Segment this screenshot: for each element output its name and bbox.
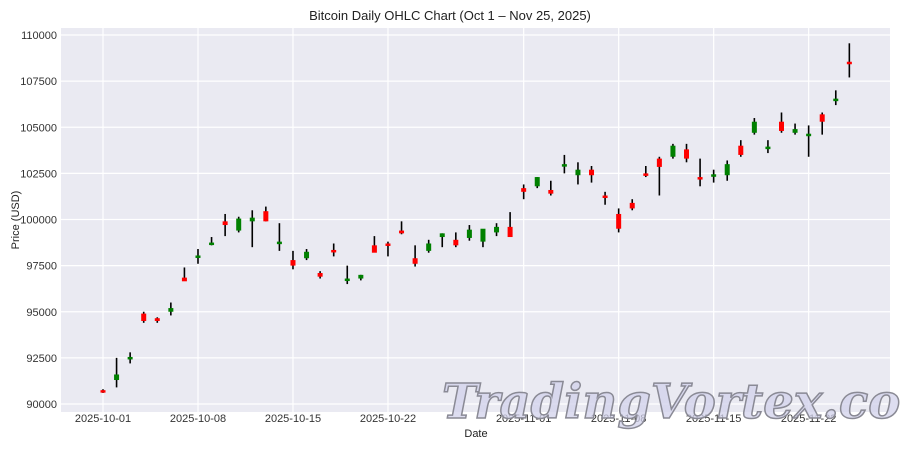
ohlc-bar <box>684 143 690 163</box>
ohlc-bar <box>629 199 635 211</box>
ohlc-bar <box>575 162 581 185</box>
ohlc-bar <box>534 177 540 189</box>
ohlc-bar <box>819 112 825 135</box>
y-tick-label: 105000 <box>20 122 57 134</box>
y-tick-label: 92500 <box>26 353 57 365</box>
ohlc-bar <box>548 180 554 196</box>
ohlc-bar <box>304 249 310 261</box>
x-tick-label: 2025-11-01 <box>496 413 551 425</box>
y-tick-label: 100000 <box>20 215 57 227</box>
ohlc-bar <box>181 267 187 282</box>
ohlc-bar <box>806 125 812 157</box>
ohlc-bar <box>507 212 513 238</box>
ohlc-bar <box>168 302 174 316</box>
ohlc-bar <box>290 250 296 270</box>
ohlc-bar <box>670 143 676 159</box>
ohlc-bar <box>371 236 377 253</box>
ohlc-bar <box>779 112 784 133</box>
ohlc-bar <box>846 43 852 78</box>
ohlc-bar <box>738 140 744 157</box>
ohlc-bar <box>114 357 120 388</box>
ohlc-bar <box>765 140 771 154</box>
ohlc-bar <box>697 158 703 187</box>
chart-title: Bitcoin Daily OHLC Chart (Oct 1 – Nov 25… <box>309 8 591 23</box>
ohlc-bar <box>833 90 839 106</box>
x-tick-label: 2025-10-15 <box>265 413 321 425</box>
y-tick-label: 97500 <box>26 261 57 273</box>
ohlc-bar <box>724 160 730 181</box>
ohlc-bar <box>439 233 445 248</box>
ohlc-bar <box>521 184 527 200</box>
ohlc-bar <box>317 271 323 279</box>
ohlc-bar <box>399 221 405 235</box>
ohlc-bar <box>656 156 662 196</box>
ohlc-bar <box>480 228 486 248</box>
ohlc-bar <box>466 225 472 241</box>
ohlc-bar <box>643 165 649 178</box>
ohlc-bar <box>209 237 215 246</box>
y-tick-label: 110000 <box>21 30 57 42</box>
ohlc-bar <box>236 216 242 233</box>
ohlc-bar <box>331 243 337 257</box>
x-tick-label: 2025-11-08 <box>591 413 646 425</box>
ohlc-bar <box>276 223 282 251</box>
ohlc-bar <box>589 165 595 183</box>
y-tick-label: 107500 <box>20 76 57 88</box>
ohlc-bar <box>711 169 717 183</box>
ohlc-bar <box>154 317 160 323</box>
ohlc-bar <box>453 232 459 248</box>
ohlc-bar <box>344 265 350 285</box>
ohlc-bar <box>222 213 228 237</box>
ohlc-bar <box>141 311 147 323</box>
ohlc-bar <box>412 245 418 267</box>
ohlc-bar <box>792 123 798 135</box>
y-tick-label: 102500 <box>20 168 57 180</box>
ohlc-bar <box>195 249 201 264</box>
x-tick-label: 2025-11-22 <box>781 413 836 425</box>
ohlc-bars <box>100 43 852 393</box>
ohlc-bar <box>751 118 757 135</box>
x-tick-label: 2025-10-22 <box>360 413 416 425</box>
ohlc-bar <box>100 389 106 393</box>
y-tick-label: 95000 <box>26 307 57 319</box>
ohlc-bar <box>249 210 255 248</box>
ohlc-bar <box>494 223 500 237</box>
x-tick-label: 2025-11-15 <box>686 413 741 425</box>
x-tick-label: 2025-10-01 <box>75 413 131 425</box>
y-axis-label: Price (USD) <box>10 191 22 250</box>
ohlc-bar <box>263 206 269 222</box>
gridlines <box>61 28 890 412</box>
x-axis-ticks: 2025-10-01 2025-10-08 2025-10-15 2025-10-22… <box>75 413 837 425</box>
x-axis-label: Date <box>464 428 487 440</box>
y-axis-ticks: 90000 92500 95000 97500 100000 102500 105000 10… <box>20 30 57 411</box>
ohlc-bar <box>561 154 567 174</box>
y-tick-label: 90000 <box>26 399 57 411</box>
ohlc-bar <box>616 208 622 233</box>
ohlc-bar <box>385 241 391 257</box>
ohlc-bar <box>426 239 432 253</box>
x-tick-label: 2025-10-08 <box>170 413 226 425</box>
ohlc-bar <box>358 274 364 281</box>
ohlc-bar <box>127 352 133 364</box>
ohlc-bar <box>602 191 608 205</box>
